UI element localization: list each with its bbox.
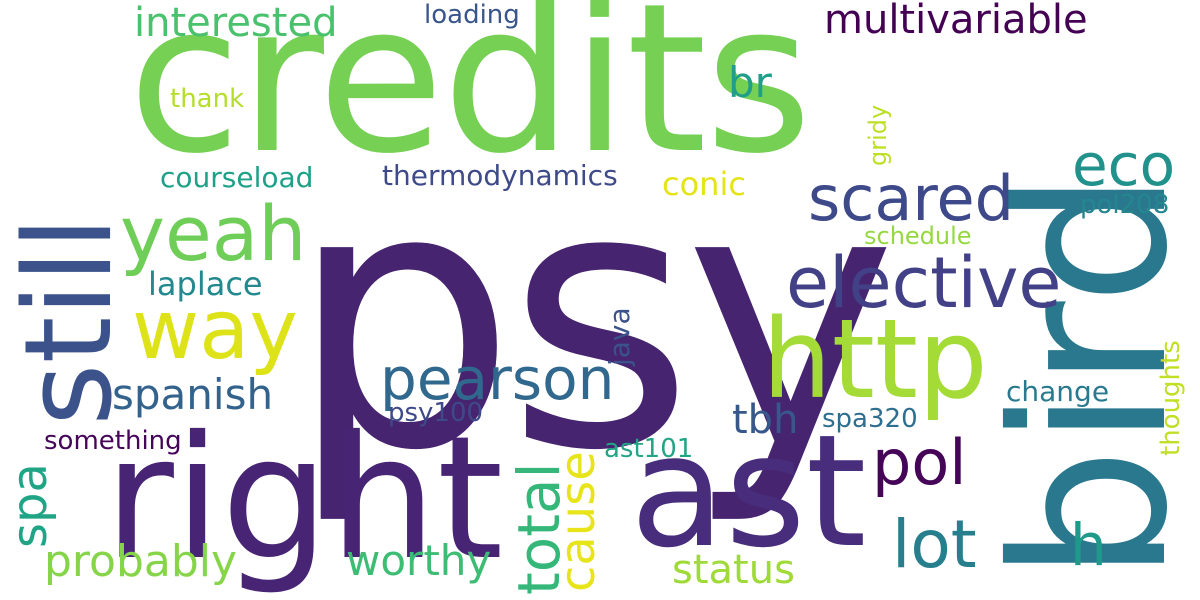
word: h <box>1070 511 1107 579</box>
word: tbh <box>732 397 799 443</box>
word: schedule <box>864 222 972 250</box>
word: scared <box>808 162 1015 235</box>
word: status <box>672 547 795 593</box>
word: conic <box>662 165 746 203</box>
word: something <box>44 426 182 456</box>
word: thoughts <box>1156 340 1186 456</box>
word: ast <box>630 401 867 582</box>
word: java <box>603 307 636 366</box>
word: spa <box>2 463 58 548</box>
word: gridy <box>864 104 892 166</box>
word: ast101 <box>604 434 694 464</box>
word: loading <box>424 0 520 30</box>
word: courseload <box>160 161 314 194</box>
word: interested <box>134 0 338 46</box>
word: worthy <box>346 536 492 585</box>
word: multivariable <box>824 0 1088 43</box>
word: pol <box>872 426 967 499</box>
word: thank <box>170 84 245 114</box>
word: yeah <box>120 189 307 278</box>
word: psy <box>288 110 897 529</box>
word: br <box>728 58 772 107</box>
word: cause <box>550 451 606 592</box>
word: elective <box>786 242 1062 324</box>
word: pol208 <box>1080 190 1170 220</box>
word: laplace <box>148 265 263 303</box>
word: way <box>132 283 298 378</box>
word: eco <box>1072 131 1176 199</box>
word: lot <box>892 506 977 583</box>
word: change <box>1006 375 1110 408</box>
word: psy100 <box>388 398 484 428</box>
word: pearson <box>380 345 615 413</box>
word: right <box>104 400 504 598</box>
word: spa320 <box>822 404 918 434</box>
word: credits <box>128 0 812 199</box>
word: spanish <box>112 370 274 419</box>
word: probably <box>44 536 238 587</box>
word: http <box>762 295 988 423</box>
word: thermodynamics <box>382 159 618 192</box>
